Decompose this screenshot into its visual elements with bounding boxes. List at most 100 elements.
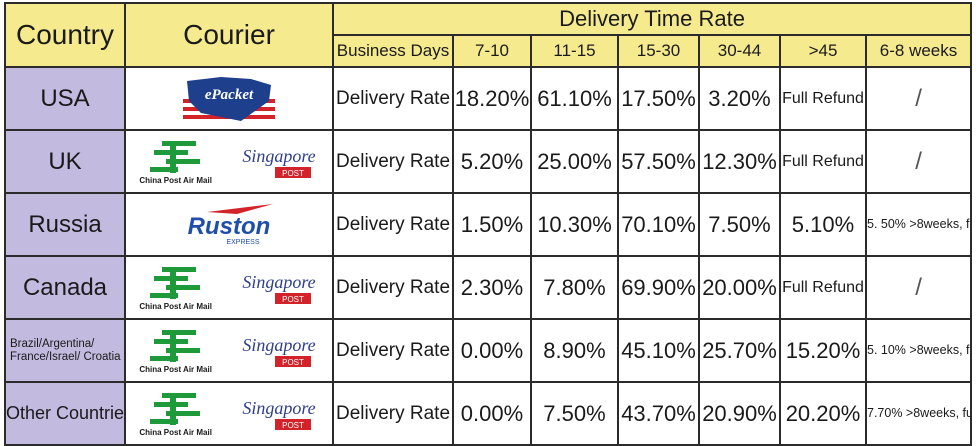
value-cell: 0.00% bbox=[452, 318, 532, 383]
value-cell: 2.30% bbox=[452, 255, 532, 320]
value-cell: 12.30% bbox=[698, 129, 781, 194]
courier-cell: China Post Air Mail Singapore POST bbox=[124, 318, 334, 383]
rate-label-cell: Delivery Rate bbox=[332, 129, 454, 194]
value-cell: 20.90% bbox=[698, 381, 781, 446]
singapore-post-logo: Singapore POST bbox=[242, 272, 315, 304]
value-cell: 70.10% bbox=[617, 192, 700, 257]
header-over-45: >45 bbox=[779, 34, 867, 68]
value-cell: 7.70% >8weeks, full refund bbox=[864, 381, 973, 446]
value-cell: 5.20% bbox=[452, 129, 532, 194]
courier-cell: Ruston EXPRESS bbox=[124, 192, 334, 257]
table-row: UK China Post Air Mail bbox=[4, 129, 973, 194]
delivery-rate-table: Country Courier Delivery Time Rate Busin… bbox=[4, 2, 973, 446]
header-30-44: 30-44 bbox=[698, 34, 781, 68]
courier-cell: ePacket bbox=[124, 66, 334, 131]
value-cell: 7.50% bbox=[530, 381, 619, 446]
singapore-post-logo: Singapore POST bbox=[242, 335, 315, 367]
value-cell: 7.80% bbox=[530, 255, 619, 320]
courier-cell: China Post Air Mail Singapore POST bbox=[124, 381, 334, 446]
china-post-caption: China Post Air Mail bbox=[139, 427, 212, 437]
header-15-30: 15-30 bbox=[617, 34, 700, 68]
ruston-express-text: EXPRESS bbox=[226, 239, 259, 246]
singapore-post-text: POST bbox=[282, 421, 304, 430]
value-cell: 15.20% bbox=[779, 318, 867, 383]
china-post-caption: China Post Air Mail bbox=[139, 301, 212, 311]
value-cell: 5. 10% >8weeks, full refund bbox=[864, 318, 973, 383]
country-cell: Russia bbox=[4, 192, 126, 257]
rate-label-cell: Delivery Rate bbox=[332, 255, 454, 320]
header-courier: Courier bbox=[124, 2, 334, 68]
header-country: Country bbox=[4, 2, 126, 68]
singapore-post-logo: Singapore POST bbox=[242, 146, 315, 178]
value-cell: / bbox=[864, 66, 973, 131]
china-post-icon bbox=[149, 329, 200, 362]
table-row: Russia Ruston EXPRESS Delivery Rate 1.50… bbox=[4, 192, 973, 257]
value-cell: 69.90% bbox=[617, 255, 700, 320]
value-cell: 1.50% bbox=[452, 192, 532, 257]
header-11-15: 11-15 bbox=[530, 34, 619, 68]
country-cell: USA bbox=[4, 66, 126, 131]
rate-label-cell: Delivery Rate bbox=[332, 192, 454, 257]
rate-label-cell: Delivery Rate bbox=[332, 318, 454, 383]
value-cell: 17.50% bbox=[617, 66, 700, 131]
singapore-post-logo: Singapore POST bbox=[242, 398, 315, 430]
value-cell: 18.20% bbox=[452, 66, 532, 131]
header-6-8-weeks: 6-8 weeks bbox=[864, 34, 973, 68]
value-cell: 5.10% bbox=[779, 192, 867, 257]
rate-label-cell: Delivery Rate bbox=[332, 66, 454, 131]
country-cell: Brazil/Argentina/ France/Israel/ Croatia bbox=[4, 318, 126, 383]
singapore-logo-text: Singapore bbox=[242, 146, 315, 166]
header-business-days: Business Days bbox=[332, 34, 454, 68]
value-cell: 5. 50% >8weeks, full refund bbox=[864, 192, 973, 257]
country-cell: Other Countries bbox=[4, 381, 126, 446]
china-post-caption: China Post Air Mail bbox=[139, 175, 212, 185]
country-cell: Canada bbox=[4, 255, 126, 320]
value-cell: 25.00% bbox=[530, 129, 619, 194]
china-post-logo: China Post Air Mail bbox=[139, 328, 212, 374]
value-cell: 20.00% bbox=[698, 255, 781, 320]
value-cell: 8.90% bbox=[530, 318, 619, 383]
value-cell: 0.00% bbox=[452, 381, 532, 446]
singapore-post-text: POST bbox=[282, 169, 304, 178]
table-row: USA ePacket Delivery Rate 18.20% 61.10% … bbox=[4, 66, 973, 131]
epacket-logo: ePacket bbox=[183, 74, 275, 123]
value-cell: 10.30% bbox=[530, 192, 619, 257]
singapore-post-text: POST bbox=[282, 358, 304, 367]
value-cell: 25.70% bbox=[698, 318, 781, 383]
singapore-logo-text: Singapore bbox=[242, 398, 315, 418]
value-cell: / bbox=[864, 255, 973, 320]
header-delivery-time-rate: Delivery Time Rate bbox=[331, 2, 973, 36]
china-post-caption: China Post Air Mail bbox=[139, 364, 212, 374]
value-cell: 20.20% bbox=[779, 381, 867, 446]
value-cell: Full Refund bbox=[779, 129, 867, 194]
rate-label-cell: Delivery Rate bbox=[332, 381, 454, 446]
china-post-logo: China Post Air Mail bbox=[139, 265, 212, 311]
ruston-logo-text: Ruston bbox=[188, 213, 271, 240]
table-row: Brazil/Argentina/ France/Israel/ Croatia… bbox=[4, 318, 973, 383]
singapore-logo-text: Singapore bbox=[242, 272, 315, 292]
value-cell: Full Refund bbox=[779, 255, 867, 320]
value-cell: Full Refund bbox=[779, 66, 867, 131]
china-post-logo: China Post Air Mail bbox=[139, 391, 212, 437]
value-cell: 7.50% bbox=[698, 192, 781, 257]
value-cell: 3.20% bbox=[698, 66, 781, 131]
courier-cell: China Post Air Mail Singapore POST bbox=[124, 255, 334, 320]
china-post-logo: China Post Air Mail bbox=[139, 139, 212, 185]
singapore-logo-text: Singapore bbox=[242, 335, 315, 355]
table-row: Other Countries China Post Air Mail bbox=[4, 381, 973, 446]
country-cell: UK bbox=[4, 129, 126, 194]
china-post-icon bbox=[149, 392, 200, 425]
table-row: Canada China Post Air Mail bbox=[4, 255, 973, 320]
ruston-logo: Ruston EXPRESS bbox=[188, 203, 273, 246]
value-cell: / bbox=[864, 129, 973, 194]
china-post-icon bbox=[149, 266, 200, 299]
china-post-icon bbox=[149, 140, 200, 173]
epacket-logo-text: ePacket bbox=[205, 87, 254, 103]
value-cell: 45.10% bbox=[617, 318, 700, 383]
value-cell: 61.10% bbox=[530, 66, 619, 131]
value-cell: 43.70% bbox=[617, 381, 700, 446]
value-cell: 57.50% bbox=[617, 129, 700, 194]
header-7-10: 7-10 bbox=[452, 34, 532, 68]
courier-cell: China Post Air Mail Singapore POST bbox=[124, 129, 334, 194]
